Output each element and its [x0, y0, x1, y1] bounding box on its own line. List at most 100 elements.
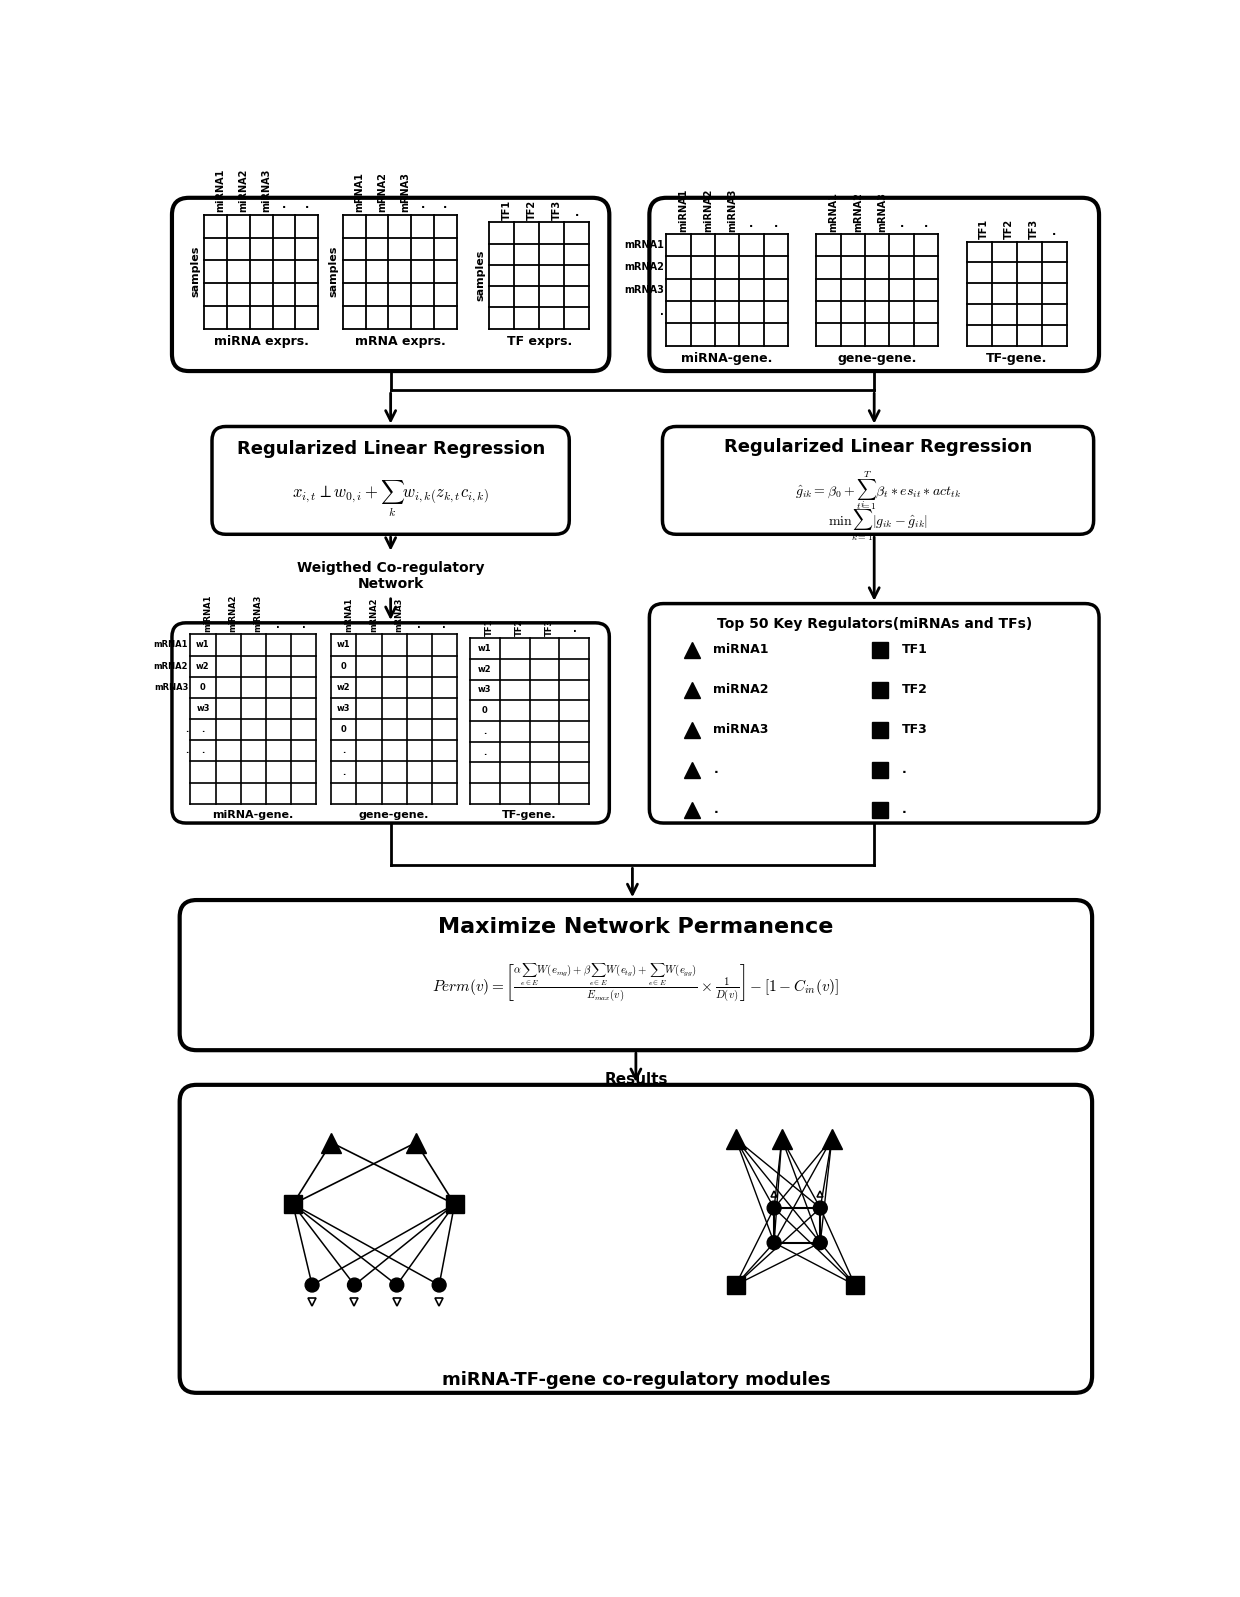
Text: 0: 0 [482, 706, 487, 715]
Text: mRNA1: mRNA1 [828, 192, 838, 232]
Text: mRNA3: mRNA3 [399, 172, 410, 212]
Text: .: . [342, 768, 346, 776]
Text: Results: Results [604, 1072, 667, 1086]
Text: miRNA2: miRNA2 [228, 594, 237, 632]
Text: TF3: TF3 [552, 200, 562, 220]
Text: .: . [201, 746, 205, 755]
Text: miRNA3: miRNA3 [713, 723, 769, 736]
Text: samples: samples [329, 246, 339, 297]
Text: w2: w2 [196, 661, 210, 671]
Text: miRNA2: miRNA2 [703, 188, 713, 232]
Circle shape [305, 1278, 319, 1292]
Text: .: . [484, 727, 486, 736]
Text: TF2: TF2 [901, 684, 928, 696]
Text: mRNA1: mRNA1 [154, 640, 188, 650]
Text: .: . [713, 803, 718, 816]
Text: TF exprs.: TF exprs. [507, 335, 572, 348]
Text: .: . [573, 623, 577, 634]
Circle shape [347, 1278, 361, 1292]
Text: .: . [185, 725, 188, 735]
FancyBboxPatch shape [180, 1084, 1092, 1393]
Text: mRNA exprs.: mRNA exprs. [355, 335, 445, 348]
Text: w1: w1 [337, 640, 351, 650]
Text: mRNA1: mRNA1 [355, 172, 365, 212]
FancyBboxPatch shape [662, 426, 1094, 535]
Text: miRNA-gene.: miRNA-gene. [212, 810, 294, 819]
Text: $Perm(v) = \left[\frac{\alpha\sum_{e\in E}W(e_{mg})+\beta\sum_{e\in E}W(e_{tg})+: $Perm(v) = \left[\frac{\alpha\sum_{e\in … [433, 961, 839, 1005]
Text: mRNA2: mRNA2 [377, 172, 387, 212]
Text: 0: 0 [341, 725, 347, 735]
FancyBboxPatch shape [650, 198, 1099, 371]
Text: .: . [899, 219, 904, 230]
Text: .: . [185, 746, 188, 755]
FancyBboxPatch shape [212, 426, 569, 535]
Circle shape [768, 1236, 781, 1249]
Text: mRNA3: mRNA3 [624, 284, 663, 295]
Text: miRNA2: miRNA2 [238, 169, 248, 212]
Text: Top 50 Key Regulators(miRNAs and TFs): Top 50 Key Regulators(miRNAs and TFs) [717, 618, 1032, 631]
Text: miRNA exprs.: miRNA exprs. [213, 335, 309, 348]
Circle shape [389, 1278, 404, 1292]
Text: w3: w3 [337, 704, 351, 712]
Text: miRNA3: miRNA3 [727, 188, 737, 232]
Text: .: . [301, 620, 305, 629]
Text: TF-gene.: TF-gene. [986, 351, 1048, 364]
Text: mRNA2: mRNA2 [154, 661, 188, 671]
Text: $x_{i,t} \perp w_{0,i} + \sum_k w_{i,k}\left(z_{k,t}c_{i,k}\right)$: $x_{i,t} \perp w_{0,i} + \sum_k w_{i,k}\… [291, 479, 490, 519]
Text: .: . [774, 219, 777, 230]
Text: mRNA2: mRNA2 [624, 262, 663, 273]
Text: .: . [1052, 227, 1056, 236]
Circle shape [433, 1278, 446, 1292]
FancyBboxPatch shape [172, 198, 609, 371]
Text: TF2: TF2 [527, 200, 537, 220]
Text: .: . [901, 803, 906, 816]
Text: .: . [484, 747, 486, 757]
Text: $\hat{g}_{ik} = \beta_0 + \sum_{t=1}^{T} \beta_t * es_{it} * act_{tk}$: $\hat{g}_{ik} = \beta_0 + \sum_{t=1}^{T}… [795, 470, 961, 511]
Text: miRNA1: miRNA1 [713, 644, 769, 656]
Text: mRNA1: mRNA1 [624, 240, 663, 251]
Text: miRNA3: miRNA3 [253, 594, 262, 632]
Text: .: . [418, 620, 422, 629]
Text: samples: samples [190, 246, 200, 297]
FancyBboxPatch shape [180, 901, 1092, 1051]
Text: .: . [444, 200, 448, 211]
Text: $\min \sum_{k=1}^{i} |g_{ik} - \hat{g}_{ik}|$: $\min \sum_{k=1}^{i} |g_{ik} - \hat{g}_{… [828, 500, 928, 543]
Text: miRNA1: miRNA1 [216, 169, 226, 212]
Text: w3: w3 [196, 704, 210, 712]
Text: mRNA1: mRNA1 [343, 597, 353, 632]
Text: .: . [443, 620, 446, 629]
Text: w2: w2 [479, 664, 492, 674]
Text: .: . [901, 763, 906, 776]
Text: 0: 0 [200, 684, 206, 692]
Text: gene-gene.: gene-gene. [837, 351, 916, 364]
Text: miRNA-TF-gene co-regulatory modules: miRNA-TF-gene co-regulatory modules [441, 1372, 831, 1389]
Text: miRNA3: miRNA3 [262, 169, 272, 212]
Text: .: . [660, 307, 663, 318]
Text: .: . [713, 763, 718, 776]
Text: .: . [420, 200, 425, 211]
Text: mRNA2: mRNA2 [853, 192, 863, 232]
Text: .: . [281, 200, 286, 211]
Text: TF1: TF1 [485, 618, 494, 636]
Text: .: . [277, 620, 280, 629]
Text: mRNA2: mRNA2 [370, 597, 378, 632]
Text: w1: w1 [196, 640, 210, 650]
Text: miRNA-gene.: miRNA-gene. [682, 351, 773, 364]
Text: miRNA1: miRNA1 [678, 188, 688, 232]
Text: gene-gene.: gene-gene. [358, 810, 429, 819]
Text: .: . [749, 219, 754, 230]
FancyBboxPatch shape [172, 623, 609, 822]
Text: Weigthed Co-regulatory
Network: Weigthed Co-regulatory Network [296, 561, 485, 591]
FancyBboxPatch shape [650, 604, 1099, 822]
Text: Regularized Linear Regression: Regularized Linear Regression [724, 438, 1032, 457]
Text: 0: 0 [341, 661, 347, 671]
Text: TF3: TF3 [1029, 219, 1039, 240]
Text: TF2: TF2 [1004, 219, 1014, 240]
Text: TF3: TF3 [544, 618, 553, 636]
Text: TF-gene.: TF-gene. [502, 810, 557, 819]
Circle shape [813, 1236, 827, 1249]
Text: .: . [574, 208, 579, 217]
Text: mRNA3: mRNA3 [394, 597, 403, 632]
Text: samples: samples [475, 249, 485, 302]
Text: w3: w3 [479, 685, 491, 695]
